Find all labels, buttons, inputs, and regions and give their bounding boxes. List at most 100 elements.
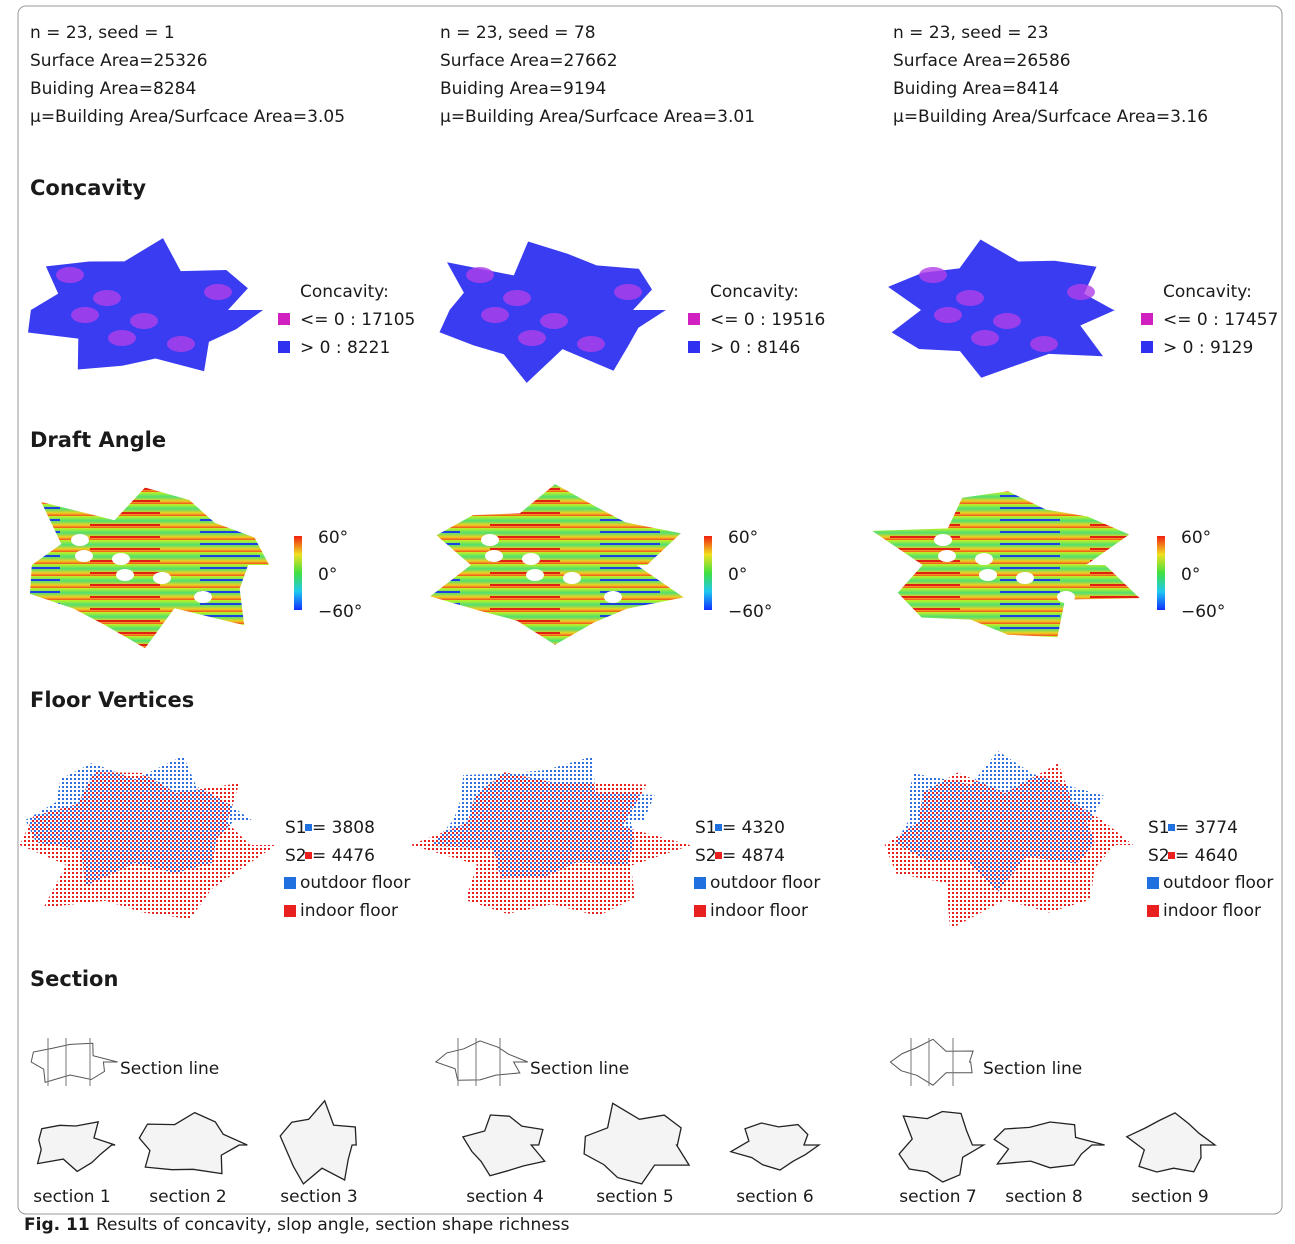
concavity-pos: > 0 : 8221 xyxy=(300,338,390,358)
draft-hole xyxy=(153,572,171,584)
draft-hole xyxy=(71,534,89,546)
concavity-spot xyxy=(934,307,962,323)
figure: ConcavityDraft AngleFloor VerticesSectio… xyxy=(0,0,1295,1244)
concavity-spot xyxy=(919,267,947,283)
concavity-spot xyxy=(614,284,642,300)
concavity-spot xyxy=(503,290,531,306)
concavity-render xyxy=(440,242,666,383)
concavity-spot xyxy=(993,313,1021,329)
concavity-render xyxy=(888,240,1115,378)
section-heading: Draft Angle xyxy=(30,428,166,452)
header-line: Buiding Area=8284 xyxy=(30,79,196,99)
concavity-spot xyxy=(108,330,136,346)
section-label: section 2 xyxy=(149,1187,226,1207)
header-line: n = 23, seed = 1 xyxy=(30,23,175,43)
draft-hole xyxy=(112,553,130,565)
section-shape xyxy=(139,1113,247,1174)
colorbar-label: 0° xyxy=(318,565,337,585)
section-plan xyxy=(31,1043,117,1082)
section-label: section 5 xyxy=(596,1187,673,1207)
section-plan xyxy=(890,1039,973,1085)
draft-hole xyxy=(938,550,956,562)
legend-swatch xyxy=(278,313,290,325)
section-label: section 7 xyxy=(899,1187,976,1207)
header-line: Surface Area=25326 xyxy=(30,51,208,71)
floor-outdoor: outdoor floor xyxy=(300,873,410,893)
draft-hole xyxy=(75,550,93,562)
section-label: section 8 xyxy=(1005,1187,1082,1207)
section-label: section 1 xyxy=(33,1187,110,1207)
colorbar-label: 60° xyxy=(1181,528,1211,548)
section-line-label: Section line xyxy=(530,1059,629,1079)
header-line: μ=Building Area/Surfcace Area=3.16 xyxy=(893,107,1208,127)
colorbar xyxy=(1157,536,1165,610)
colorbar-label: −60° xyxy=(728,602,772,622)
floor-indoor: indoor floor xyxy=(710,901,808,921)
concavity-spot xyxy=(167,336,195,352)
legend-swatch xyxy=(278,341,290,353)
section-label: section 4 xyxy=(466,1187,543,1207)
section-line-label: Section line xyxy=(120,1059,219,1079)
legend-swatch xyxy=(1147,877,1159,889)
concavity-spot xyxy=(130,313,158,329)
caption-text: Results of concavity, slop angle, sectio… xyxy=(96,1215,570,1235)
legend-swatch xyxy=(1141,341,1153,353)
header-line: μ=Building Area/Surfcace Area=3.05 xyxy=(30,107,345,127)
floor-outdoor: outdoor floor xyxy=(1163,873,1273,893)
section-label: section 9 xyxy=(1131,1187,1208,1207)
section-plan xyxy=(436,1041,528,1080)
legend-swatch xyxy=(1168,852,1175,859)
section-heading: Concavity xyxy=(30,176,146,200)
legend-swatch xyxy=(305,824,312,831)
concavity-spot xyxy=(518,330,546,346)
legend-swatch xyxy=(1168,824,1175,831)
section-label: section 6 xyxy=(736,1187,813,1207)
legend-swatch xyxy=(305,852,312,859)
concavity-spot xyxy=(481,307,509,323)
legend-swatch xyxy=(688,341,700,353)
page: {"headings": ["Concavity", "Draft Angle"… xyxy=(0,0,1295,1244)
section-shape xyxy=(1127,1113,1215,1172)
draft-hole xyxy=(485,550,503,562)
section-shape xyxy=(38,1122,116,1172)
floor-s1-value: = 4320 xyxy=(722,818,785,838)
draft-hole xyxy=(934,534,952,546)
concavity-title: Concavity: xyxy=(300,282,389,302)
concavity-spot xyxy=(71,307,99,323)
colorbar xyxy=(704,536,712,610)
concavity-render xyxy=(28,238,263,371)
colorbar xyxy=(294,536,302,610)
draft-render xyxy=(30,488,269,649)
draft-hole xyxy=(604,591,622,603)
legend-swatch xyxy=(284,905,296,917)
colorbar-label: −60° xyxy=(318,602,362,622)
header-line: Surface Area=26586 xyxy=(893,51,1071,71)
concavity-spot xyxy=(1067,284,1095,300)
header-line: n = 23, seed = 23 xyxy=(893,23,1049,43)
legend-swatch xyxy=(715,824,722,831)
concavity-spot xyxy=(540,313,568,329)
floor-s2: S2 xyxy=(1148,846,1170,866)
colorbar-label: 60° xyxy=(318,528,348,548)
section-shape xyxy=(731,1123,819,1170)
draft-hole xyxy=(116,569,134,581)
caption-label: Fig. 11 xyxy=(24,1215,90,1235)
concavity-spot xyxy=(93,290,121,306)
concavity-spot xyxy=(1030,336,1058,352)
colorbar-label: 0° xyxy=(728,565,747,585)
draft-hole xyxy=(481,534,499,546)
floor-s1-value: = 3808 xyxy=(312,818,375,838)
concavity-title: Concavity: xyxy=(1163,282,1252,302)
concavity-spot xyxy=(971,330,999,346)
floor-s2: S2 xyxy=(695,846,717,866)
concavity-spot xyxy=(204,284,232,300)
colorbar-label: 0° xyxy=(1181,565,1200,585)
header-line: Buiding Area=9194 xyxy=(440,79,606,99)
legend-swatch xyxy=(284,877,296,889)
draft-hole xyxy=(526,569,544,581)
floor-s1-value: = 3774 xyxy=(1175,818,1238,838)
header-line: Buiding Area=8414 xyxy=(893,79,1059,99)
draft-hole xyxy=(522,553,540,565)
floor-s2: S2 xyxy=(285,846,307,866)
draft-hole xyxy=(1016,572,1034,584)
